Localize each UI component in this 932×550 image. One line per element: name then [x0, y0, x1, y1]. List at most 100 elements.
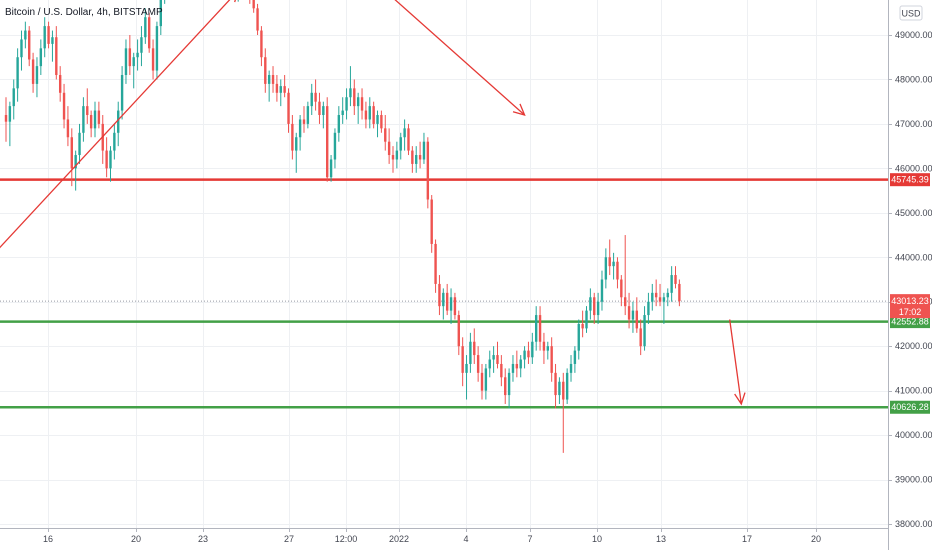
candle[interactable] — [384, 115, 387, 151]
candle[interactable] — [573, 346, 577, 373]
candle[interactable] — [445, 283, 449, 316]
candle[interactable] — [109, 146, 112, 182]
candle[interactable] — [523, 346, 526, 369]
candle[interactable] — [360, 88, 364, 120]
candle[interactable] — [368, 97, 371, 129]
candle[interactable] — [422, 132, 426, 164]
candle[interactable] — [511, 355, 515, 382]
candle[interactable] — [453, 292, 457, 320]
candle[interactable] — [302, 106, 306, 133]
candle[interactable] — [395, 141, 399, 169]
candle[interactable] — [66, 106, 70, 147]
candle[interactable] — [353, 79, 356, 116]
candle[interactable] — [581, 310, 584, 338]
candle[interactable] — [28, 26, 31, 67]
candle[interactable] — [403, 119, 406, 151]
candle[interactable] — [120, 66, 124, 120]
candle[interactable] — [426, 137, 430, 209]
candle[interactable] — [306, 101, 310, 129]
candle[interactable] — [380, 110, 383, 133]
candle[interactable] — [97, 101, 101, 129]
candle[interactable] — [337, 106, 341, 142]
candle[interactable] — [531, 332, 534, 364]
candle[interactable] — [279, 79, 282, 107]
candle[interactable] — [86, 88, 89, 124]
candle[interactable] — [31, 52, 35, 93]
candle[interactable] — [465, 355, 468, 400]
candle[interactable] — [442, 288, 445, 320]
candle[interactable] — [155, 21, 159, 80]
candle[interactable] — [399, 132, 402, 160]
annotation-arrow[interactable] — [370, 0, 526, 117]
candle[interactable] — [519, 355, 522, 378]
candle[interactable] — [318, 92, 321, 124]
candle[interactable] — [43, 17, 46, 58]
candle[interactable] — [647, 292, 650, 324]
candle[interactable] — [16, 48, 19, 102]
candle[interactable] — [128, 35, 132, 76]
candle[interactable] — [249, 0, 251, 4]
candle[interactable] — [488, 350, 491, 378]
candle[interactable] — [24, 21, 27, 49]
candle[interactable] — [461, 337, 464, 387]
candle[interactable] — [492, 346, 495, 373]
candle[interactable] — [438, 275, 441, 316]
candle[interactable] — [132, 52, 135, 89]
candle[interactable] — [78, 123, 81, 164]
candle[interactable] — [322, 101, 325, 129]
candle[interactable] — [596, 292, 600, 324]
candle[interactable] — [631, 301, 635, 333]
candle[interactable] — [89, 110, 93, 138]
candle[interactable] — [449, 288, 453, 324]
candle[interactable] — [651, 283, 654, 311]
candle[interactable] — [639, 319, 642, 356]
candle[interactable] — [658, 283, 662, 307]
candle[interactable] — [674, 266, 677, 289]
candle[interactable] — [554, 363, 557, 409]
candle[interactable] — [62, 83, 66, 129]
annotation-arrow[interactable] — [0, 0, 238, 262]
candle[interactable] — [391, 146, 395, 173]
candle[interactable] — [35, 57, 39, 98]
candle[interactable] — [136, 39, 139, 71]
candle[interactable] — [654, 279, 658, 307]
candle[interactable] — [585, 306, 588, 333]
candle[interactable] — [415, 146, 418, 173]
candle[interactable] — [356, 92, 360, 124]
candle[interactable] — [500, 355, 503, 387]
candle[interactable] — [349, 66, 352, 107]
candle[interactable] — [151, 39, 155, 80]
candle[interactable] — [457, 310, 460, 356]
candle[interactable] — [507, 368, 511, 409]
candle[interactable] — [418, 141, 422, 169]
candle[interactable] — [550, 337, 553, 382]
candle[interactable] — [295, 132, 298, 173]
candle[interactable] — [593, 292, 596, 324]
candle[interactable] — [411, 146, 414, 173]
candle[interactable] — [662, 292, 666, 324]
candle[interactable] — [434, 239, 437, 293]
candle[interactable] — [612, 252, 615, 280]
candle[interactable] — [267, 70, 271, 102]
candle[interactable] — [534, 306, 538, 351]
candle[interactable] — [624, 235, 627, 316]
candle[interactable] — [538, 306, 542, 351]
candle[interactable] — [527, 341, 530, 364]
candle[interactable] — [341, 97, 344, 124]
candle[interactable] — [314, 79, 317, 111]
candle[interactable] — [515, 350, 519, 378]
candle[interactable] — [635, 297, 639, 333]
currency-label[interactable]: USD — [899, 5, 923, 21]
candle[interactable] — [51, 30, 54, 62]
candle[interactable] — [627, 292, 631, 329]
candle[interactable] — [542, 332, 546, 364]
candle[interactable] — [310, 83, 313, 116]
candle[interactable] — [271, 66, 275, 93]
candle[interactable] — [496, 341, 499, 369]
candle[interactable] — [117, 101, 120, 147]
candle[interactable] — [256, 3, 259, 35]
candle[interactable] — [326, 97, 329, 182]
candle[interactable] — [480, 363, 484, 400]
candle[interactable] — [608, 239, 611, 276]
